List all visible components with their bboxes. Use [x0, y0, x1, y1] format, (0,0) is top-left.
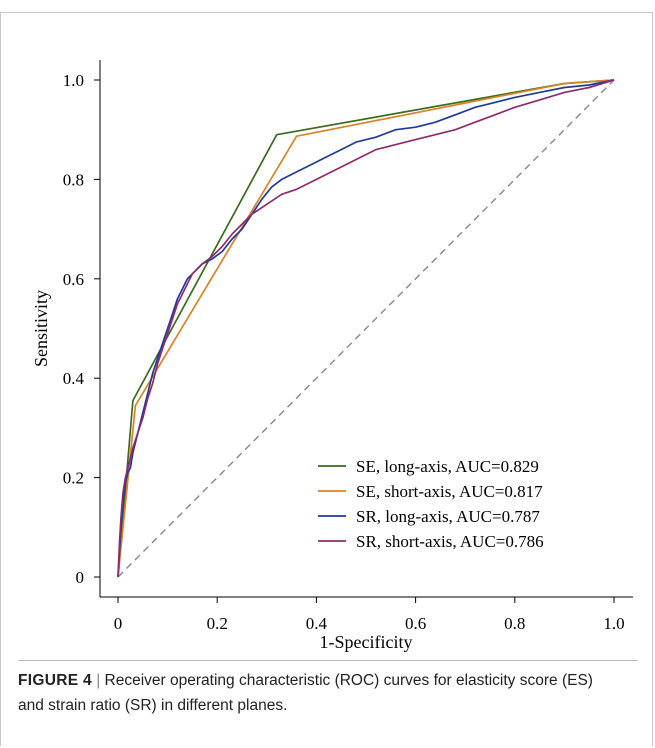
legend-label-4: SR, short-axis, AUC=0.786 [356, 532, 544, 551]
legend-label-2: SE, short-axis, AUC=0.817 [356, 482, 543, 501]
figure-label: FIGURE 4 [18, 672, 92, 689]
caption-separator: | [96, 672, 101, 689]
figure-caption: FIGURE 4 | Receiver operating characteri… [18, 668, 618, 718]
y-axis-title: Sensitivity [31, 290, 51, 367]
x-tick-label: 0.8 [504, 614, 525, 633]
y-tick-label: 1.0 [63, 71, 84, 90]
y-tick-label: 0.6 [63, 270, 84, 289]
reference-diagonal-line [117, 79, 615, 578]
y-tick-label: 0.8 [63, 170, 84, 189]
y-tick-label: 0 [76, 568, 85, 587]
legend-label-1: SE, long-axis, AUC=0.829 [356, 457, 539, 476]
y-tick-label: 0.4 [63, 369, 85, 388]
legend-label-3: SR, long-axis, AUC=0.787 [356, 507, 540, 526]
x-tick-label: 0.6 [405, 614, 426, 633]
caption-divider [18, 660, 638, 661]
figure-frame [0, 12, 653, 746]
caption-text: Receiver operating characteristic (ROC) … [18, 672, 593, 714]
y-tick-label: 0.2 [63, 469, 84, 488]
x-axis-title: 1-Specificity [320, 632, 413, 652]
roc-chart: 0 0.2 0.4 0.6 0.8 1.0 0 0.2 0.4 0.6 0.8 1.0 1-Specif… [31, 60, 633, 652]
x-tick-label: 1.0 [603, 614, 624, 633]
x-tick-label: 0 [114, 614, 123, 633]
x-tick-label: 0.2 [207, 614, 228, 633]
x-tick-label: 0.4 [306, 614, 328, 633]
series-line-4 [117, 79, 615, 578]
